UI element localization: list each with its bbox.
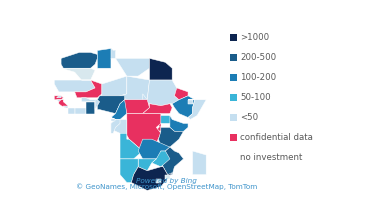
Polygon shape xyxy=(138,139,170,159)
Polygon shape xyxy=(57,96,61,98)
Polygon shape xyxy=(111,100,127,120)
Text: 50-100: 50-100 xyxy=(240,93,270,102)
Polygon shape xyxy=(166,175,170,179)
Polygon shape xyxy=(158,116,172,123)
Polygon shape xyxy=(81,98,102,102)
Polygon shape xyxy=(127,114,161,151)
Bar xyxy=(230,54,237,61)
Polygon shape xyxy=(97,49,115,68)
Polygon shape xyxy=(158,123,161,127)
Polygon shape xyxy=(61,68,95,80)
Polygon shape xyxy=(170,114,188,131)
Polygon shape xyxy=(120,159,138,183)
Polygon shape xyxy=(143,80,179,106)
Polygon shape xyxy=(61,52,97,68)
Polygon shape xyxy=(161,147,183,175)
Polygon shape xyxy=(115,58,150,76)
Bar xyxy=(230,94,237,101)
Polygon shape xyxy=(57,100,63,102)
Text: 100-200: 100-200 xyxy=(240,73,276,82)
Polygon shape xyxy=(131,167,172,191)
Polygon shape xyxy=(75,108,86,114)
Bar xyxy=(230,114,237,121)
Polygon shape xyxy=(68,108,75,114)
Polygon shape xyxy=(174,88,188,100)
Polygon shape xyxy=(158,127,183,147)
Bar xyxy=(230,34,237,41)
Polygon shape xyxy=(120,133,143,159)
Polygon shape xyxy=(111,120,127,133)
Polygon shape xyxy=(111,49,115,58)
Text: © GeoNames, Microsoft, OpenStreetMap, TomTom: © GeoNames, Microsoft, OpenStreetMap, To… xyxy=(76,183,257,190)
Text: no investment: no investment xyxy=(240,153,302,162)
Polygon shape xyxy=(54,80,95,92)
Polygon shape xyxy=(102,76,127,100)
Polygon shape xyxy=(120,76,150,102)
Polygon shape xyxy=(111,118,120,133)
Polygon shape xyxy=(63,106,68,108)
Polygon shape xyxy=(97,96,125,114)
Bar xyxy=(230,74,237,81)
Polygon shape xyxy=(156,127,161,131)
Polygon shape xyxy=(59,100,68,108)
Text: 200-500: 200-500 xyxy=(240,53,276,62)
Polygon shape xyxy=(193,151,206,175)
Text: confidential data: confidential data xyxy=(240,133,313,142)
Polygon shape xyxy=(125,100,150,114)
Polygon shape xyxy=(152,151,170,167)
Text: <50: <50 xyxy=(240,113,258,122)
Polygon shape xyxy=(188,100,193,104)
Text: Powered by Bing: Powered by Bing xyxy=(137,178,197,184)
Polygon shape xyxy=(150,58,172,80)
Polygon shape xyxy=(188,100,206,120)
Polygon shape xyxy=(75,80,102,98)
Polygon shape xyxy=(95,100,100,110)
Polygon shape xyxy=(54,96,63,100)
Polygon shape xyxy=(86,102,95,114)
Polygon shape xyxy=(172,96,195,118)
Polygon shape xyxy=(111,120,115,122)
Text: >1000: >1000 xyxy=(240,33,269,42)
Polygon shape xyxy=(170,147,174,159)
Bar xyxy=(230,134,237,141)
Polygon shape xyxy=(143,104,172,114)
Polygon shape xyxy=(138,159,156,171)
Polygon shape xyxy=(156,179,161,183)
